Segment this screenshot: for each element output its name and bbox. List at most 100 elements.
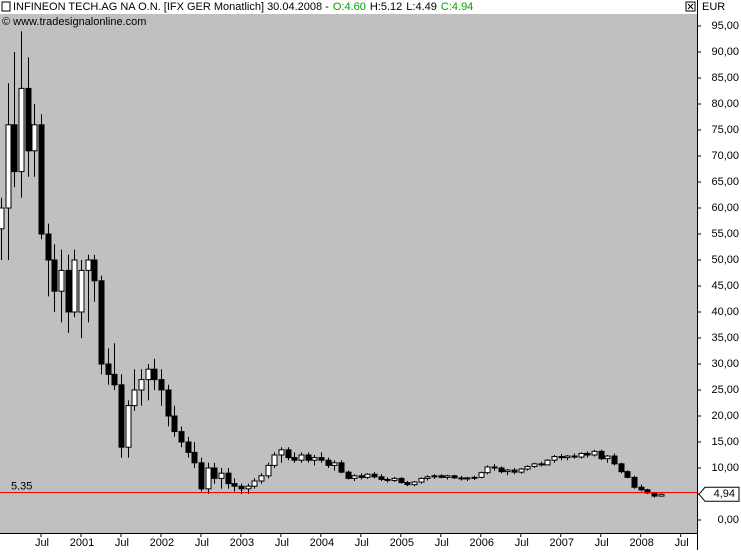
candle-body (58, 269, 65, 292)
y-tick-label: 50,00 (711, 254, 739, 266)
candle-body (291, 457, 298, 461)
candle-body (65, 269, 72, 313)
ohlc-label: H:5.12 (370, 1, 402, 13)
candle-body (398, 477, 405, 484)
y-tick-label: 65,00 (711, 176, 739, 188)
chart-title: INFINEON TECH.AG NA O.N. [IFX GER Monatl… (13, 1, 473, 13)
candle-body (71, 259, 78, 313)
y-tick-label: 90,00 (711, 46, 739, 58)
candle-body (211, 467, 218, 479)
x-tick-label: 2001 (70, 537, 94, 549)
ohlc-label: O:4.60 (333, 1, 366, 13)
candle-body (258, 475, 265, 482)
candle-body (198, 462, 205, 490)
candle-body (251, 480, 258, 487)
x-tick-label: 2003 (230, 537, 254, 549)
candle-body (285, 449, 292, 459)
candle-body (151, 368, 158, 381)
candle-body (378, 476, 385, 480)
candle-body (558, 456, 565, 459)
candle-body (464, 477, 471, 480)
candle-body (538, 463, 545, 466)
y-tick-label: 70,00 (711, 150, 739, 162)
y-tick-label: 45,00 (711, 280, 739, 292)
horizontal-line-label: 5.35 (11, 480, 32, 492)
x-tick-label: Jul (355, 537, 369, 549)
candle-body (518, 468, 525, 473)
candle-body (91, 259, 98, 282)
candle-body (18, 87, 25, 173)
candle-body (98, 280, 105, 365)
y-tick-label: 10,00 (711, 462, 739, 474)
candle-body (404, 482, 411, 486)
x-tick-label: Jul (115, 537, 129, 549)
candle-body (51, 259, 58, 292)
candle-body (504, 469, 511, 473)
y-tick-label: 35,00 (711, 332, 739, 344)
candle-body (25, 87, 32, 152)
y-tick-label: 30,00 (711, 358, 739, 370)
x-tick-label: 2002 (150, 537, 174, 549)
candle-body (305, 454, 312, 461)
candle-body (391, 477, 398, 481)
y-tick-label: 85,00 (711, 72, 739, 84)
x-tick-label: 2006 (470, 537, 494, 549)
candle-body (105, 363, 112, 375)
candle-body (85, 259, 92, 271)
candle-body (371, 473, 378, 478)
candle-body (11, 124, 18, 173)
candle-body (584, 452, 591, 456)
candle-body (658, 493, 665, 497)
candle-body (471, 476, 478, 479)
candle-body (191, 451, 198, 464)
candle-body (145, 368, 152, 381)
candle-body (498, 467, 505, 473)
candle-body (511, 469, 518, 473)
candle-body (524, 465, 531, 470)
candle-body (205, 467, 212, 490)
x-tick-label: 2004 (310, 537, 334, 549)
candle-body (325, 459, 332, 466)
candle-body (111, 373, 118, 386)
candle-body (478, 472, 485, 478)
candle-body (265, 464, 272, 477)
ohlc-label: L:4.49 (406, 1, 437, 13)
plot-area (0, 14, 697, 533)
y-tick-label: 95,00 (711, 20, 739, 32)
y-tick-label: 80,00 (711, 98, 739, 110)
y-tick-label: 25,00 (711, 384, 739, 396)
candle-body (338, 462, 345, 473)
candle-body (331, 462, 338, 466)
ohlc-label: C:4.94 (441, 1, 473, 13)
candle-body (0, 207, 5, 230)
y-tick-label: 55,00 (711, 228, 739, 240)
candle-body (271, 454, 278, 466)
y-tick-label: 40,00 (711, 306, 739, 318)
candle-body (178, 431, 185, 443)
title-text: INFINEON TECH.AG NA O.N. [IFX GER Monatl… (13, 1, 329, 13)
candle-body (431, 475, 438, 478)
candle-body (351, 475, 358, 479)
candle-body (438, 475, 445, 478)
y-tick-label: 0,00 (718, 514, 739, 526)
candle-body (638, 486, 645, 491)
candle-body (384, 478, 391, 481)
candle-body (298, 454, 305, 461)
x-tick-label: Jul (35, 537, 49, 549)
x-tick-label: Jul (595, 537, 609, 549)
x-tick-label: Jul (675, 537, 689, 549)
candle-body (444, 475, 451, 478)
candle-body (78, 269, 85, 313)
x-tick-label: Jul (195, 537, 209, 549)
candle-body (564, 455, 571, 459)
candle-body (138, 379, 145, 391)
candle-body (311, 457, 318, 461)
last-price-label: 4,94 (714, 488, 735, 500)
candle-body (424, 476, 431, 479)
x-tick-label: Jul (515, 537, 529, 549)
candle-body (604, 455, 611, 460)
candle-body (131, 389, 138, 407)
candle-body (165, 389, 172, 417)
candle-body (571, 455, 578, 458)
